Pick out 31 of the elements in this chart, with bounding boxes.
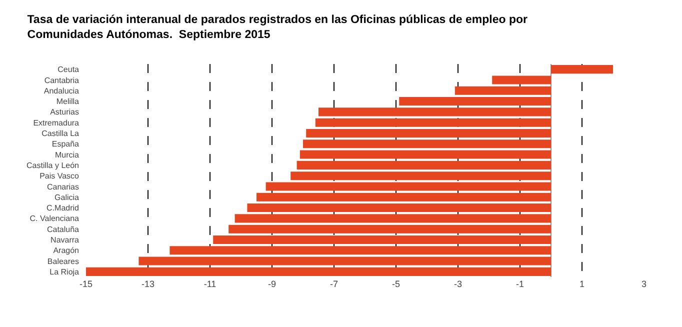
- x-tick-label: 1: [579, 279, 585, 289]
- x-tick-label: 3: [641, 279, 647, 289]
- y-tick-label: Asturias: [50, 108, 79, 117]
- x-tick-label: -15: [79, 279, 93, 289]
- x-tick-label: -3: [454, 279, 462, 289]
- y-tick-label: Cantabria: [44, 76, 80, 85]
- x-tick-label: -13: [141, 279, 155, 289]
- y-tick-label: La Rioja: [50, 267, 80, 276]
- y-tick-label: C. Valenciana: [30, 214, 80, 224]
- y-tick-label: Ceuta: [58, 65, 80, 74]
- y-tick-label: Extremadura: [33, 118, 80, 128]
- chart-title: Tasa de variación interanual de parados registrados en las Oficinas públicas de empleo por Comunidades Autónomas. Septiembre 2015: [27, 14, 528, 41]
- y-tick-label: Cataluña: [46, 224, 80, 234]
- y-tick-label: Aragón: [53, 246, 79, 256]
- x-tick-label: -9: [268, 279, 276, 289]
- x-tick-label: -11: [204, 279, 216, 289]
- y-tick-label: C.Madrid: [46, 204, 79, 213]
- y-tick-label: España: [52, 140, 80, 149]
- x-tick-label: -1: [516, 279, 524, 289]
- y-tick-label: Murcia: [54, 150, 80, 160]
- y-tick-label: Castilla y León: [26, 160, 79, 170]
- y-tick-label: Melilla: [56, 97, 80, 106]
- y-tick-label: Canarias: [46, 182, 79, 192]
- y-tick-label: Castilla La: [42, 129, 80, 138]
- y-tick-label: Galicia: [54, 192, 80, 202]
- y-tick-label: Navarra: [50, 236, 80, 245]
- x-tick-label: -5: [392, 279, 400, 289]
- y-tick-label: Andalucia: [44, 86, 80, 96]
- x-tick-label: -7: [330, 279, 338, 289]
- y-tick-label: Pais Vasco: [40, 172, 80, 181]
- y-tick-label: Baleares: [47, 256, 79, 266]
